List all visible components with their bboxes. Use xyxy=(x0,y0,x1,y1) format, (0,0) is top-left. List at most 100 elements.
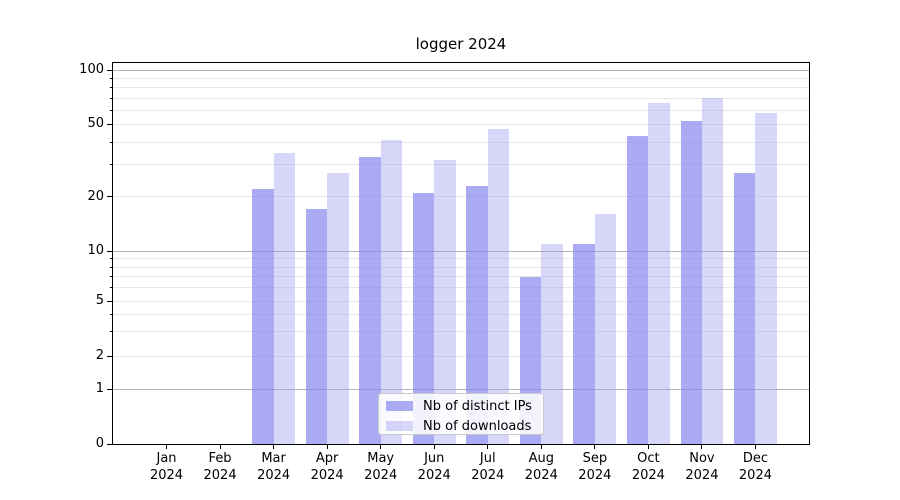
y-tick xyxy=(107,388,112,390)
x-tick-label-year: 2024 xyxy=(631,467,665,483)
legend-swatch-distinct-ips xyxy=(386,401,413,411)
x-tick xyxy=(754,445,756,449)
gridline-minor xyxy=(113,331,809,333)
chart-title: logger 2024 xyxy=(415,35,507,53)
x-tick-label: Mar 2024 xyxy=(242,451,306,484)
y-tick-label: 1 xyxy=(95,381,104,396)
bar-downloads xyxy=(487,129,510,444)
gridline-minor xyxy=(113,287,809,289)
gridline-minor xyxy=(113,313,809,315)
gridline-major xyxy=(113,388,809,390)
y-tick-minor xyxy=(109,164,112,166)
x-tick-label-month: Oct xyxy=(637,451,660,466)
x-tick-label-year: 2024 xyxy=(257,467,291,483)
bar-downloads xyxy=(594,214,617,444)
y-tick-minor xyxy=(109,97,112,99)
x-tick-label: May 2024 xyxy=(349,451,413,484)
x-tick xyxy=(166,445,168,449)
bar-downloads xyxy=(701,98,724,444)
x-tick-label-month: Dec xyxy=(742,451,769,466)
gridline-minor xyxy=(113,196,809,197)
x-tick-label-year: 2024 xyxy=(310,467,344,483)
y-tick xyxy=(107,69,112,71)
bar-distinct-ips xyxy=(680,121,702,444)
y-tick-label: 50 xyxy=(87,116,104,132)
y-tick xyxy=(107,196,112,197)
gridline-major xyxy=(113,250,809,252)
y-tick-minor xyxy=(109,266,112,268)
legend-swatch-downloads xyxy=(386,421,413,431)
gridline-minor xyxy=(113,109,809,111)
x-tick-label: Oct 2024 xyxy=(616,451,680,484)
y-tick-minor xyxy=(109,109,112,111)
y-tick xyxy=(107,355,112,357)
x-tick-label-year: 2024 xyxy=(685,467,719,483)
x-tick-label-month: Jun xyxy=(424,451,445,466)
bar-distinct-ips xyxy=(626,136,649,444)
bar-distinct-ips xyxy=(412,192,435,444)
x-tick-label-year: 2024 xyxy=(471,467,505,483)
x-tick xyxy=(594,445,596,449)
x-tick-label-year: 2024 xyxy=(203,467,237,483)
y-tick-minor xyxy=(109,287,112,289)
bar-distinct-ips xyxy=(573,243,595,444)
x-tick-label: Apr 2024 xyxy=(295,451,359,484)
y-tick-label: 10 xyxy=(87,243,104,258)
x-tick-label: Jan 2024 xyxy=(135,451,199,484)
legend-row-distinct-ips: Nb of distinct IPs xyxy=(386,396,543,416)
x-tick-label: Dec 2024 xyxy=(723,451,787,484)
x-tick xyxy=(540,445,542,449)
y-tick-minor xyxy=(109,331,112,333)
bar-downloads xyxy=(541,243,563,444)
gridline-minor xyxy=(113,355,809,357)
x-tick-label-year: 2024 xyxy=(524,467,558,483)
bar-distinct-ips xyxy=(466,185,488,444)
gridline-minor xyxy=(113,97,809,99)
y-tick-minor xyxy=(109,87,112,89)
x-tick-label: Aug 2024 xyxy=(509,451,573,484)
x-tick xyxy=(219,445,221,449)
y-tick xyxy=(107,250,112,252)
gridline-major xyxy=(113,69,809,71)
x-tick xyxy=(647,445,649,449)
x-tick-label-month: Sep xyxy=(582,451,608,466)
gridline-minor xyxy=(113,266,809,268)
legend-label-downloads: Nb of downloads xyxy=(423,418,532,434)
gridline-minor xyxy=(113,258,809,260)
legend-row-downloads: Nb of downloads xyxy=(386,416,543,436)
gridline-minor xyxy=(113,77,809,79)
y-tick-minor xyxy=(109,313,112,315)
x-tick-label-month: Mar xyxy=(261,451,286,466)
x-tick-label-month: Feb xyxy=(208,451,232,466)
bar-downloads xyxy=(327,172,349,444)
y-tick-minor xyxy=(109,141,112,143)
x-tick-label-month: Apr xyxy=(315,451,339,466)
x-tick xyxy=(487,445,489,449)
x-tick xyxy=(273,445,275,449)
y-tick-label: 100 xyxy=(79,62,104,77)
x-tick-label: Feb 2024 xyxy=(188,451,252,484)
gridline-minor xyxy=(113,276,809,278)
x-tick-label-year: 2024 xyxy=(738,467,772,483)
legend: Nb of distinct IPs Nb of downloads xyxy=(378,393,544,435)
x-tick-label-year: 2024 xyxy=(578,467,612,483)
bar-downloads xyxy=(273,152,296,444)
bar-downloads xyxy=(648,102,670,444)
y-tick-label: 2 xyxy=(95,348,104,363)
legend-label-distinct-ips: Nb of distinct IPs xyxy=(423,398,532,414)
plot-area xyxy=(112,62,810,445)
x-tick xyxy=(326,445,328,449)
bar-distinct-ips xyxy=(252,189,274,444)
x-tick xyxy=(701,445,703,449)
x-tick-label-month: Jul xyxy=(479,451,496,466)
x-tick-label-month: Jan xyxy=(156,451,177,466)
x-tick-label: Nov 2024 xyxy=(670,451,734,484)
x-tick-label-month: Aug xyxy=(528,451,554,466)
gridline-minor xyxy=(113,87,809,89)
bar-downloads xyxy=(755,112,777,444)
x-tick-label: Sep 2024 xyxy=(563,451,627,484)
bar-distinct-ips xyxy=(305,209,328,444)
x-tick-label: Jun 2024 xyxy=(402,451,466,484)
y-tick-label: 20 xyxy=(87,188,104,204)
